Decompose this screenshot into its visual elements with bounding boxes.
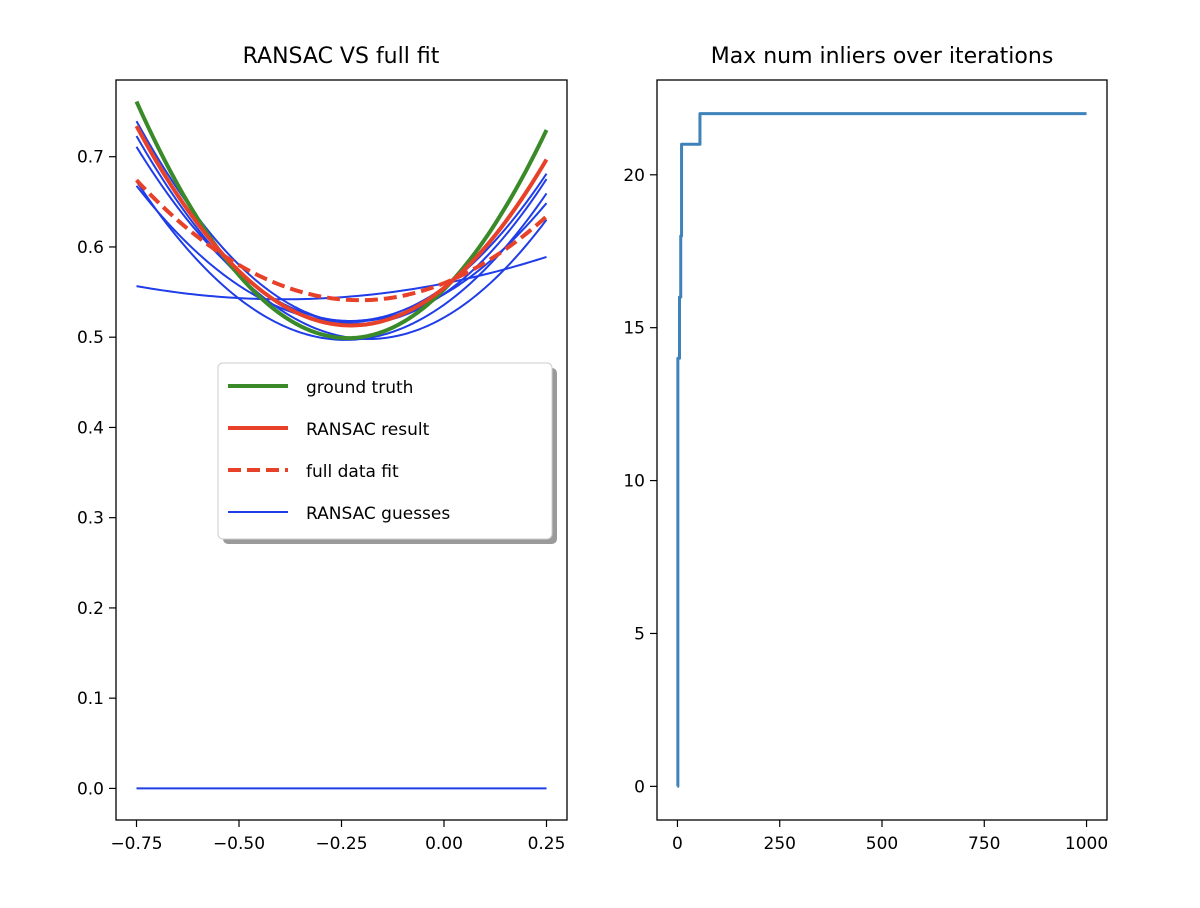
y-tick-label: 0.0 — [77, 779, 104, 799]
y-axis-ticks: 0.0 0.1 0.2 0.3 0.4 0.5 0.6 0.7 — [77, 148, 116, 799]
y-tick-label: 0.1 — [77, 689, 104, 709]
legend-label-ground-truth: ground truth — [306, 378, 413, 398]
legend: ground truth RANSAC result full data fit… — [217, 362, 557, 544]
y-tick-label: 20 — [623, 166, 645, 186]
y-tick-label: 0.6 — [77, 238, 104, 258]
y-tick-label: 15 — [623, 319, 645, 339]
y-tick-label: 0.3 — [77, 509, 104, 529]
legend-label-full-data-fit: full data fit — [306, 462, 399, 482]
x-tick-label: 1000 — [1065, 834, 1108, 854]
plot-area — [134, 100, 549, 790]
x-tick-label: 0.00 — [425, 834, 463, 854]
axes-frame — [115, 79, 568, 821]
y-tick-label: 0.4 — [77, 418, 104, 438]
ransac-vs-full-fit-chart: RANSAC VS full fit −0.75 −0.50 −0.25 0.00 0.… — [77, 44, 568, 854]
x-tick-label: −0.75 — [110, 834, 162, 854]
x-axis-ticks: −0.75 −0.50 −0.25 0.00 0.25 — [110, 820, 565, 854]
ransac-guess-line — [136, 255, 547, 301]
ransac-guess-line — [135, 146, 548, 322]
chart-title: Max num inliers over iterations — [711, 44, 1054, 69]
max-inliers-chart: Max num inliers over iterations 0 250 500 7… — [623, 44, 1108, 854]
x-axis-ticks: 0 250 500 750 1000 — [672, 820, 1108, 854]
max-inliers-line — [676, 112, 1087, 788]
y-tick-label: 0.7 — [77, 148, 104, 168]
axes-frame — [656, 79, 1108, 821]
x-tick-label: 0 — [672, 834, 683, 854]
chart-title: RANSAC VS full fit — [243, 44, 440, 69]
y-tick-label: 0.5 — [77, 328, 104, 348]
y-tick-label: 0 — [634, 777, 645, 797]
legend-label-ransac-guesses: RANSAC guesses — [306, 504, 450, 524]
y-tick-label: 5 — [634, 624, 645, 644]
legend-label-ransac-result: RANSAC result — [306, 420, 430, 440]
x-tick-label: 500 — [866, 834, 898, 854]
x-tick-label: 250 — [764, 834, 796, 854]
ransac-result-line — [134, 125, 549, 328]
x-tick-label: −0.50 — [213, 834, 265, 854]
legend-box — [217, 362, 553, 540]
y-tick-label: 10 — [623, 472, 645, 492]
x-tick-label: 0.25 — [528, 834, 566, 854]
x-tick-label: 750 — [968, 834, 1000, 854]
y-axis-ticks: 0 5 10 15 20 — [623, 166, 657, 797]
y-tick-label: 0.2 — [77, 599, 104, 619]
x-tick-label: −0.25 — [315, 834, 367, 854]
full-data-fit-line — [135, 178, 548, 303]
plot-area — [676, 112, 1087, 788]
